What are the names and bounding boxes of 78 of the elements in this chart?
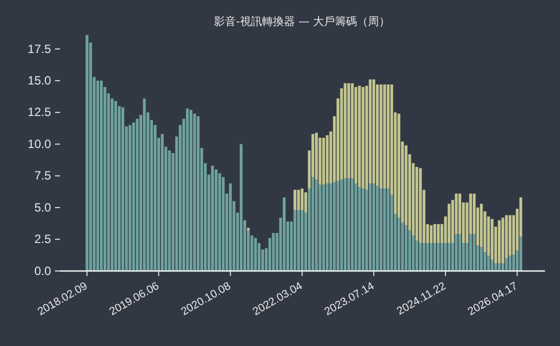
bar bbox=[332, 182, 336, 271]
bar bbox=[190, 110, 192, 271]
bar bbox=[448, 243, 450, 271]
y-tick-label: 5.0 bbox=[34, 200, 52, 214]
bar bbox=[136, 118, 139, 271]
bar bbox=[294, 190, 296, 210]
bar bbox=[490, 218, 494, 260]
bar bbox=[193, 114, 196, 271]
bar bbox=[386, 188, 390, 271]
bar bbox=[398, 218, 400, 271]
bar bbox=[358, 86, 361, 188]
bar bbox=[100, 80, 103, 271]
y-tick-label: 12.5 bbox=[28, 105, 52, 120]
bar bbox=[376, 186, 379, 271]
bar bbox=[404, 225, 408, 271]
bar bbox=[340, 180, 343, 271]
y-tick-label: 2.5 bbox=[34, 232, 52, 246]
bar bbox=[132, 122, 135, 271]
bar bbox=[300, 210, 304, 271]
bar bbox=[505, 258, 508, 271]
bar bbox=[186, 108, 189, 271]
bar bbox=[436, 224, 440, 244]
bar bbox=[214, 169, 218, 271]
y-tick-label: 0.0 bbox=[34, 264, 52, 278]
bar bbox=[344, 178, 347, 271]
y-tick-label: 17.5 bbox=[28, 42, 52, 56]
bar bbox=[383, 188, 386, 271]
bar bbox=[362, 87, 364, 189]
bar bbox=[380, 84, 382, 189]
bar bbox=[168, 150, 171, 271]
y-tick-label: 15.0 bbox=[28, 74, 52, 88]
bar bbox=[422, 243, 426, 271]
bar bbox=[96, 80, 100, 271]
bar bbox=[358, 187, 361, 271]
y-tick-label: 7.5 bbox=[34, 168, 52, 183]
bar bbox=[326, 135, 329, 184]
bar bbox=[426, 243, 429, 271]
bar bbox=[512, 254, 516, 271]
bar bbox=[229, 183, 232, 271]
bar bbox=[211, 166, 214, 271]
bar bbox=[336, 180, 340, 271]
chart-title: 影音-視訊轉換器 — 大戶籌碼（周） bbox=[214, 15, 390, 28]
bar bbox=[380, 188, 382, 271]
bar bbox=[297, 190, 300, 210]
bar bbox=[315, 180, 318, 271]
bar bbox=[240, 144, 243, 271]
bar bbox=[196, 116, 200, 271]
bar bbox=[469, 234, 472, 271]
bar bbox=[322, 184, 325, 271]
bar bbox=[498, 220, 501, 264]
bar bbox=[444, 243, 447, 271]
bar bbox=[294, 210, 296, 271]
bar bbox=[372, 79, 376, 184]
bar bbox=[448, 204, 450, 244]
y-tick-label: 10.0 bbox=[28, 136, 52, 151]
bar bbox=[415, 166, 418, 241]
bar bbox=[501, 218, 504, 264]
bar bbox=[344, 83, 347, 178]
bar bbox=[419, 168, 422, 244]
bar bbox=[419, 243, 422, 271]
bar bbox=[433, 224, 436, 244]
bar bbox=[128, 125, 132, 271]
bar bbox=[362, 188, 364, 271]
bar bbox=[272, 232, 275, 271]
bar bbox=[508, 256, 512, 271]
bar bbox=[383, 84, 386, 189]
bar bbox=[487, 256, 490, 271]
bar bbox=[508, 215, 512, 256]
bar bbox=[254, 238, 257, 271]
bar bbox=[354, 87, 358, 184]
bar bbox=[347, 83, 350, 178]
bar bbox=[300, 188, 304, 210]
bar bbox=[440, 243, 444, 271]
bar bbox=[86, 35, 88, 271]
bar bbox=[297, 210, 300, 271]
bar bbox=[142, 98, 146, 271]
bar bbox=[490, 260, 494, 271]
bar bbox=[322, 138, 325, 185]
